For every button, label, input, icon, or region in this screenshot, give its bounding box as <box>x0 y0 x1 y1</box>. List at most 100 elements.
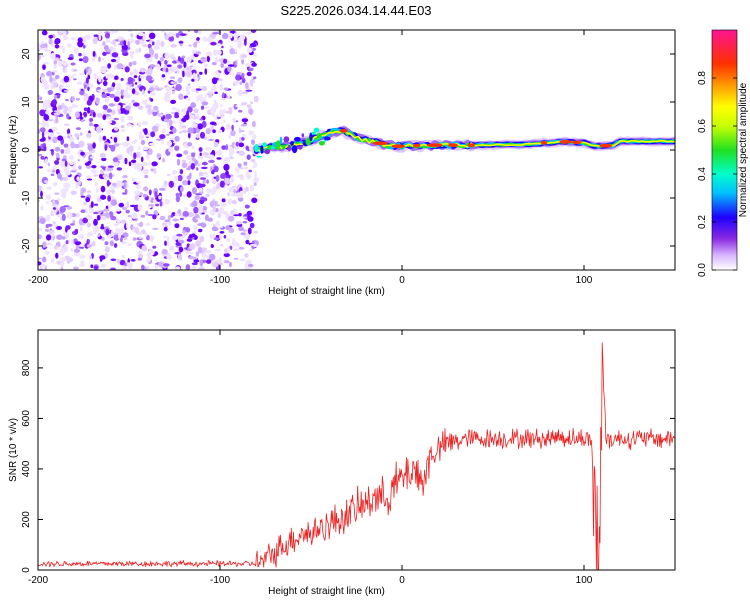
noise-blob <box>50 232 55 237</box>
noise-blob <box>55 74 60 80</box>
noise-blob <box>207 217 213 222</box>
noise-blob <box>178 56 181 62</box>
noise-blob <box>47 162 51 167</box>
noise-blob <box>79 72 85 76</box>
noise-blob <box>56 152 60 158</box>
noise-blob <box>44 250 50 256</box>
noise-blob <box>147 108 153 115</box>
noise-blob <box>52 136 58 144</box>
noise-blob <box>233 248 240 252</box>
noise-blob <box>162 158 166 163</box>
noise-blob <box>139 75 146 79</box>
noise-blob <box>183 150 189 155</box>
noise-blob <box>235 242 240 248</box>
noise-blob <box>87 190 91 194</box>
noise-blob <box>199 152 202 156</box>
spec-xtick-label: -100 <box>210 275 230 286</box>
ridge-peak <box>467 143 476 147</box>
noise-blob <box>193 206 199 214</box>
noise-blob <box>111 82 116 88</box>
noise-blob <box>182 230 186 234</box>
noise-blob <box>201 161 208 166</box>
noise-blob <box>71 74 77 77</box>
noise-blob <box>87 143 94 151</box>
noise-blob <box>174 145 180 151</box>
noise-blob <box>135 39 141 45</box>
noise-blob <box>153 214 157 220</box>
noise-blob <box>219 231 225 234</box>
noise-blob <box>163 95 170 102</box>
noise-blob <box>39 217 46 225</box>
noise-blob <box>183 61 187 68</box>
noise-blob <box>137 203 143 211</box>
noise-blob <box>187 165 192 171</box>
noise-blob <box>132 61 137 66</box>
noise-blob <box>240 177 245 181</box>
noise-blob <box>74 241 82 246</box>
noise-blob <box>90 201 94 208</box>
noise-blob <box>214 57 219 63</box>
noise-blob <box>124 157 128 165</box>
noise-blob <box>157 113 164 117</box>
noise-blob <box>247 263 254 268</box>
noise-blob <box>147 43 152 49</box>
noise-blob <box>41 256 47 263</box>
noise-blob <box>241 229 248 232</box>
noise-blob <box>110 258 117 262</box>
noise-blob <box>87 231 94 237</box>
noise-blob <box>153 45 161 50</box>
snr-xtick-label: 100 <box>576 575 593 586</box>
noise-blob <box>238 167 244 170</box>
noise-blob <box>91 165 97 169</box>
noise-blob <box>92 50 96 57</box>
noise-blob <box>211 234 216 239</box>
noise-blob <box>168 35 175 42</box>
noise-blob <box>252 47 256 51</box>
noise-blob <box>92 211 99 215</box>
noise-blob <box>54 44 60 49</box>
noise-blob <box>70 37 76 41</box>
noise-blob <box>63 143 69 148</box>
noise-blob <box>167 236 170 243</box>
noise-blob <box>58 45 64 49</box>
noise-blob <box>38 257 42 260</box>
ridge-blob <box>260 145 264 154</box>
noise-blob <box>238 246 245 250</box>
noise-blob <box>190 162 195 170</box>
noise-blob <box>116 36 124 40</box>
noise-blob <box>53 60 58 65</box>
noise-blob <box>198 266 205 270</box>
noise-blob <box>138 236 143 240</box>
noise-blob <box>189 234 193 239</box>
noise-blob <box>165 86 172 92</box>
noise-blob <box>147 162 150 165</box>
noise-blob <box>195 217 202 220</box>
noise-blob <box>97 89 104 92</box>
noise-blob <box>215 204 220 207</box>
noise-blob <box>225 110 232 114</box>
noise-blob <box>170 44 177 48</box>
noise-blob <box>145 222 151 226</box>
noise-blob <box>216 226 224 229</box>
noise-blob <box>224 248 228 254</box>
noise-blob <box>229 181 233 184</box>
noise-blob <box>63 35 69 41</box>
noise-blob <box>198 187 203 192</box>
noise-blob <box>67 43 72 48</box>
noise-blob <box>62 30 67 37</box>
noise-blob <box>149 91 156 96</box>
noise-blob <box>221 45 224 49</box>
noise-blob <box>88 68 92 76</box>
noise-blob <box>83 84 87 89</box>
noise-blob <box>52 221 56 224</box>
noise-blob <box>120 78 124 81</box>
noise-blob <box>85 196 91 203</box>
noise-blob <box>57 135 64 141</box>
noise-blob <box>114 65 117 70</box>
noise-blob <box>41 41 46 45</box>
noise-blob <box>140 229 146 235</box>
noise-blob <box>187 142 193 147</box>
ridge-peak <box>372 141 388 146</box>
noise-blob <box>192 225 197 231</box>
noise-blob <box>211 62 217 66</box>
